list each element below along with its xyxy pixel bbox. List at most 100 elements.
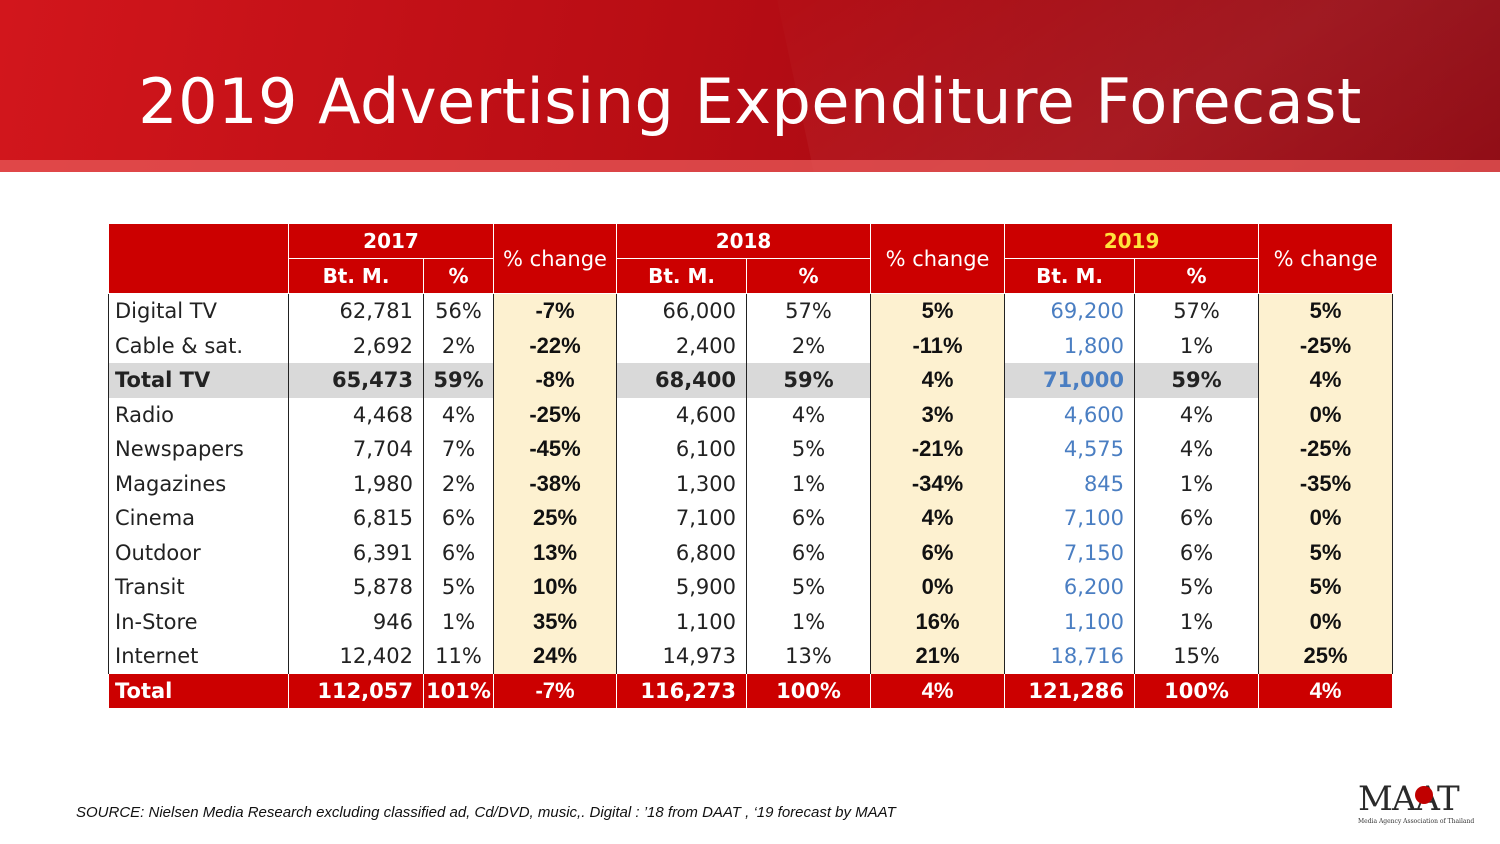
cell-change-2019: 0% [1258, 604, 1394, 639]
cell-share-2017: 101% [422, 673, 495, 708]
cell-change-2017: 25% [493, 501, 618, 536]
cell-change-2018: 4% [870, 673, 1006, 708]
cell-share-2019: 6% [1134, 501, 1260, 536]
table-body: Digital TV 62,781 56% -7% 66,000 57% 5% 69,200 5… [108, 293, 1394, 708]
cell-share-2018: 2% [746, 328, 872, 363]
cell-category: Cinema [108, 501, 289, 536]
cell-value-2017: 2,692 [288, 328, 424, 363]
cell-change-2019: 4% [1258, 673, 1394, 708]
cell-value-2017: 62,781 [288, 293, 424, 329]
cell-change-2019: 0% [1258, 501, 1394, 536]
cell-value-2017: 6,391 [288, 535, 424, 570]
cell-value-2018: 1,300 [616, 466, 748, 501]
cell-change-2017: -45% [493, 432, 618, 467]
header-year-2018: 2018 [616, 223, 872, 259]
cell-change-2018: 21% [870, 639, 1006, 674]
adex-table-container: 2017 % change 2018 % change 2019 % chang… [108, 223, 1394, 708]
cell-share-2019: 57% [1134, 293, 1260, 329]
cell-value-2018: 6,100 [616, 432, 748, 467]
table-row: Magazines 1,980 2% -38% 1,300 1% -34% 845 1% -35% [108, 466, 1394, 501]
title-banner [0, 0, 1500, 172]
cell-value-2019: 18,716 [1004, 639, 1136, 674]
cell-share-2018: 13% [746, 639, 872, 674]
cell-change-2017: -38% [493, 466, 618, 501]
cell-value-2017: 4,468 [288, 397, 424, 432]
cell-category: Internet [108, 639, 289, 674]
table-row: Cable & sat. 2,692 2% -22% 2,400 2% -11% 1,800 1… [108, 328, 1394, 363]
cell-value-2019: 6,200 [1004, 570, 1136, 605]
cell-value-2018: 116,273 [616, 673, 748, 708]
header-year-2017: 2017 [287, 223, 495, 259]
header-corner [108, 223, 289, 294]
cell-share-2019: 6% [1134, 535, 1260, 570]
maat-logo-mark: MAAT [1358, 780, 1482, 818]
cell-category: Total TV [108, 363, 289, 398]
cell-change-2019: -25% [1258, 328, 1394, 363]
table-row: Outdoor 6,391 6% 13% 6,800 6% 6% 7,150 6% 5% [108, 535, 1394, 570]
cell-change-2018: -21% [870, 432, 1006, 467]
cell-change-2019: 5% [1258, 570, 1394, 605]
cell-share-2017: 59% [422, 363, 495, 398]
cell-share-2018: 1% [746, 466, 872, 501]
cell-value-2018: 6,800 [616, 535, 748, 570]
cell-change-2018: 4% [870, 501, 1006, 536]
slide-title: 2019 Advertising Expenditure Forecast [138, 65, 1362, 138]
maat-logo: MAAT Media Agency Association of Thailan… [1358, 780, 1482, 834]
cell-value-2019: 4,600 [1004, 397, 1136, 432]
cell-share-2017: 5% [422, 570, 495, 605]
cell-share-2019: 100% [1134, 673, 1260, 708]
cell-share-2017: 6% [422, 535, 495, 570]
cell-change-2017: -7% [493, 673, 618, 708]
cell-value-2019: 121,286 [1004, 673, 1136, 708]
cell-value-2017: 112,057 [288, 673, 424, 708]
cell-share-2018: 1% [746, 604, 872, 639]
cell-change-2019: 25% [1258, 639, 1394, 674]
cell-share-2019: 1% [1134, 466, 1260, 501]
cell-category: Total [108, 673, 289, 708]
header-value-2017: Bt. M. [288, 258, 424, 294]
header-value-2019: Bt. M. [1004, 258, 1136, 294]
cell-category: Cable & sat. [108, 328, 289, 363]
cell-change-2017: -22% [493, 328, 618, 363]
cell-share-2019: 4% [1134, 397, 1260, 432]
cell-change-2019: 5% [1258, 293, 1394, 329]
cell-value-2019: 71,000 [1004, 363, 1136, 398]
table-row: Total 112,057 101% -7% 116,273 100% 4% 121,286 1… [108, 673, 1394, 708]
cell-value-2017: 65,473 [288, 363, 424, 398]
adex-table: 2017 % change 2018 % change 2019 % chang… [108, 223, 1394, 708]
cell-share-2018: 5% [746, 432, 872, 467]
table-row: Transit 5,878 5% 10% 5,900 5% 0% 6,200 5% 5% [108, 570, 1394, 605]
cell-change-2017: -7% [493, 293, 618, 329]
logo-red-dot [1415, 786, 1433, 804]
cell-share-2018: 6% [746, 535, 872, 570]
cell-share-2017: 1% [422, 604, 495, 639]
cell-change-2018: 16% [870, 604, 1006, 639]
cell-share-2017: 56% [422, 293, 495, 329]
cell-value-2019: 1,100 [1004, 604, 1136, 639]
source-note: SOURCE: Nielsen Media Research excluding… [76, 804, 896, 821]
cell-share-2017: 6% [422, 501, 495, 536]
cell-change-2019: 4% [1258, 363, 1394, 398]
cell-share-2017: 11% [422, 639, 495, 674]
cell-category: Digital TV [108, 293, 289, 329]
table-row: Radio 4,468 4% -25% 4,600 4% 3% 4,600 4% 0% [108, 397, 1394, 432]
cell-value-2018: 14,973 [616, 639, 748, 674]
header-share-2017: % [422, 258, 495, 294]
cell-change-2017: -8% [493, 363, 618, 398]
cell-value-2018: 7,100 [616, 501, 748, 536]
cell-change-2018: 4% [870, 363, 1006, 398]
cell-value-2017: 7,704 [288, 432, 424, 467]
maat-logo-subtitle: Media Agency Association of Thailand [1358, 818, 1475, 825]
cell-value-2019: 4,575 [1004, 432, 1136, 467]
cell-category: Magazines [108, 466, 289, 501]
banner-stripe [0, 160, 1500, 172]
cell-change-2019: -25% [1258, 432, 1394, 467]
cell-share-2019: 1% [1134, 604, 1260, 639]
cell-value-2018: 4,600 [616, 397, 748, 432]
cell-change-2018: 5% [870, 293, 1006, 329]
cell-share-2018: 57% [746, 293, 872, 329]
cell-value-2019: 7,100 [1004, 501, 1136, 536]
cell-share-2018: 100% [746, 673, 872, 708]
cell-change-2018: 6% [870, 535, 1006, 570]
cell-share-2018: 59% [746, 363, 872, 398]
